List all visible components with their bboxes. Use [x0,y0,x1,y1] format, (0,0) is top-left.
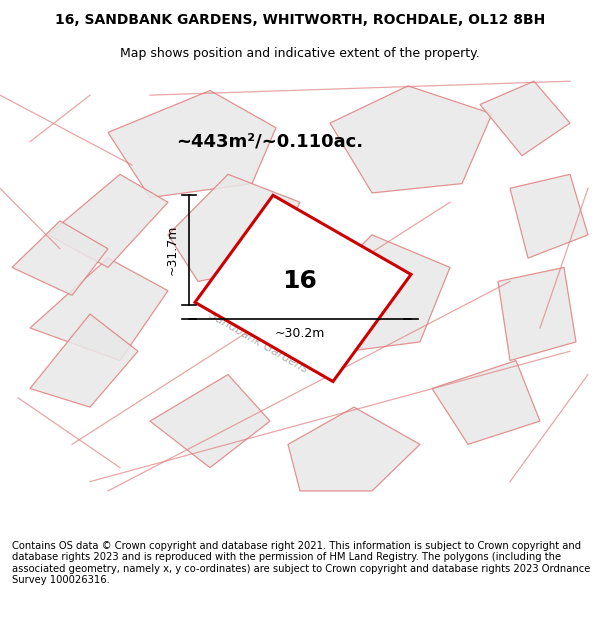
Text: Sandbank Gardens: Sandbank Gardens [206,308,310,376]
Polygon shape [312,235,450,351]
Polygon shape [30,258,168,361]
Text: Map shows position and indicative extent of the property.: Map shows position and indicative extent… [120,48,480,61]
Text: ~30.2m: ~30.2m [275,327,325,340]
Text: 16: 16 [283,269,317,293]
Polygon shape [108,91,276,198]
Polygon shape [168,174,300,281]
Polygon shape [432,361,540,444]
Text: ~443m²/~0.110ac.: ~443m²/~0.110ac. [176,132,364,151]
Polygon shape [30,314,138,407]
Polygon shape [510,174,588,258]
Text: ~31.7m: ~31.7m [166,225,179,275]
Text: 16, SANDBANK GARDENS, WHITWORTH, ROCHDALE, OL12 8BH: 16, SANDBANK GARDENS, WHITWORTH, ROCHDAL… [55,13,545,27]
Text: Contains OS data © Crown copyright and database right 2021. This information is : Contains OS data © Crown copyright and d… [12,541,590,586]
Polygon shape [195,195,411,381]
Polygon shape [498,268,576,361]
Polygon shape [288,407,420,491]
Polygon shape [12,221,108,296]
Polygon shape [150,374,270,468]
Polygon shape [480,81,570,156]
Polygon shape [330,86,492,193]
Polygon shape [48,174,168,268]
